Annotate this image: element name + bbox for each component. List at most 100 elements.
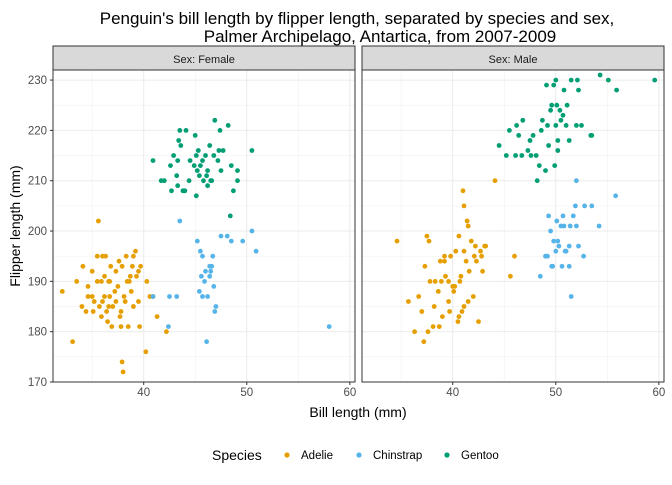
data-point-chinstrap: [200, 294, 205, 299]
data-point-adelie: [470, 294, 476, 299]
panel-background: [53, 70, 355, 382]
data-point-chinstrap: [199, 273, 204, 279]
data-point-adelie: [99, 279, 104, 284]
data-point-gentoo: [201, 178, 206, 184]
data-point-adelie: [118, 309, 124, 314]
data-point-chinstrap: [150, 294, 156, 299]
data-point-chinstrap: [224, 233, 230, 239]
data-point-gentoo: [568, 77, 574, 83]
y-tick-label: 210: [28, 176, 47, 188]
data-point-gentoo: [198, 163, 203, 169]
data-point-chinstrap: [213, 304, 219, 309]
data-point-chinstrap: [582, 203, 587, 209]
data-point-gentoo: [605, 77, 611, 83]
data-point-adelie: [473, 243, 478, 249]
data-point-chinstrap: [566, 263, 572, 269]
data-point-adelie: [427, 279, 433, 284]
data-point-gentoo: [519, 153, 525, 158]
data-point-adelie: [421, 339, 427, 345]
data-point-gentoo: [589, 133, 595, 138]
data-point-adelie: [112, 289, 118, 294]
data-point-adelie: [478, 248, 483, 254]
data-point-adelie: [85, 294, 91, 299]
data-point-adelie: [447, 309, 452, 314]
data-point-chinstrap: [177, 218, 183, 224]
data-point-adelie: [89, 268, 95, 274]
data-point-adelie: [474, 258, 479, 264]
data-point-gentoo: [227, 213, 233, 219]
facet-strip-label: Sex: Male: [489, 54, 538, 66]
data-point-chinstrap: [197, 289, 202, 294]
data-point-chinstrap: [551, 238, 557, 244]
data-point-gentoo: [217, 127, 223, 133]
data-point-adelie: [440, 314, 445, 319]
data-point-adelie: [110, 304, 116, 309]
data-point-adelie: [85, 284, 91, 289]
x-tick-label: 50: [549, 387, 562, 399]
data-point-chinstrap: [326, 324, 332, 329]
data-point-chinstrap: [249, 228, 255, 234]
data-point-gentoo: [175, 158, 181, 164]
data-point-gentoo: [216, 148, 222, 153]
data-point-adelie: [461, 203, 467, 209]
y-tick-label: 170: [28, 377, 47, 389]
data-point-chinstrap: [545, 253, 550, 259]
data-point-adelie: [74, 279, 80, 284]
chart-title-line-1: Penguin's bill length by flipper length,…: [100, 9, 615, 28]
data-point-adelie: [107, 279, 113, 284]
data-point-adelie: [455, 319, 461, 324]
data-point-gentoo: [174, 173, 180, 179]
data-point-adelie: [459, 309, 465, 314]
data-point-chinstrap: [209, 263, 215, 269]
data-point-adelie: [508, 273, 513, 279]
data-point-chinstrap: [561, 223, 567, 229]
data-point-gentoo: [220, 148, 226, 153]
data-point-adelie: [483, 243, 489, 249]
data-point-adelie: [436, 324, 442, 329]
data-point-gentoo: [558, 117, 564, 123]
data-point-adelie: [439, 279, 444, 284]
data-point-adelie: [412, 329, 417, 335]
data-point-gentoo: [536, 163, 542, 169]
x-tick-label: 60: [343, 387, 356, 399]
data-point-adelie: [456, 233, 462, 239]
data-point-gentoo: [496, 143, 502, 148]
data-point-adelie: [127, 273, 133, 279]
data-point-chinstrap: [205, 294, 211, 299]
data-point-adelie: [144, 279, 150, 284]
data-point-gentoo: [175, 183, 181, 189]
data-point-adelie: [448, 253, 453, 259]
data-point-adelie: [103, 253, 108, 259]
data-point-gentoo: [530, 133, 536, 138]
data-point-adelie: [406, 299, 411, 304]
data-point-adelie: [471, 253, 477, 259]
data-point-gentoo: [557, 107, 563, 113]
data-point-adelie: [59, 289, 65, 294]
data-point-adelie: [461, 304, 467, 309]
data-point-gentoo: [235, 168, 240, 174]
data-point-adelie: [154, 314, 160, 319]
data-point-adelie: [116, 258, 122, 264]
data-point-gentoo: [553, 77, 559, 83]
data-point-adelie: [512, 253, 517, 259]
data-point-adelie: [125, 324, 131, 329]
chart-title-line-2: Palmer Archipelago, Antartica, from 2007…: [204, 27, 556, 46]
data-point-chinstrap: [174, 294, 180, 299]
data-point-gentoo: [575, 77, 580, 83]
data-point-adelie: [119, 263, 125, 269]
data-point-adelie: [422, 263, 428, 269]
facet-strip-label: Sex: Female: [173, 54, 235, 66]
data-point-chinstrap: [218, 233, 224, 239]
data-point-gentoo: [564, 102, 570, 108]
data-point-gentoo: [652, 77, 658, 83]
data-point-adelie: [90, 309, 96, 314]
y-tick-label: 180: [28, 327, 47, 339]
legend-label-adelie: Adelie: [301, 450, 333, 462]
data-point-adelie: [463, 258, 469, 264]
data-point-gentoo: [193, 153, 199, 158]
data-point-gentoo: [191, 163, 197, 169]
data-point-gentoo: [249, 148, 255, 153]
data-point-adelie: [109, 324, 115, 329]
data-point-gentoo: [563, 123, 569, 128]
